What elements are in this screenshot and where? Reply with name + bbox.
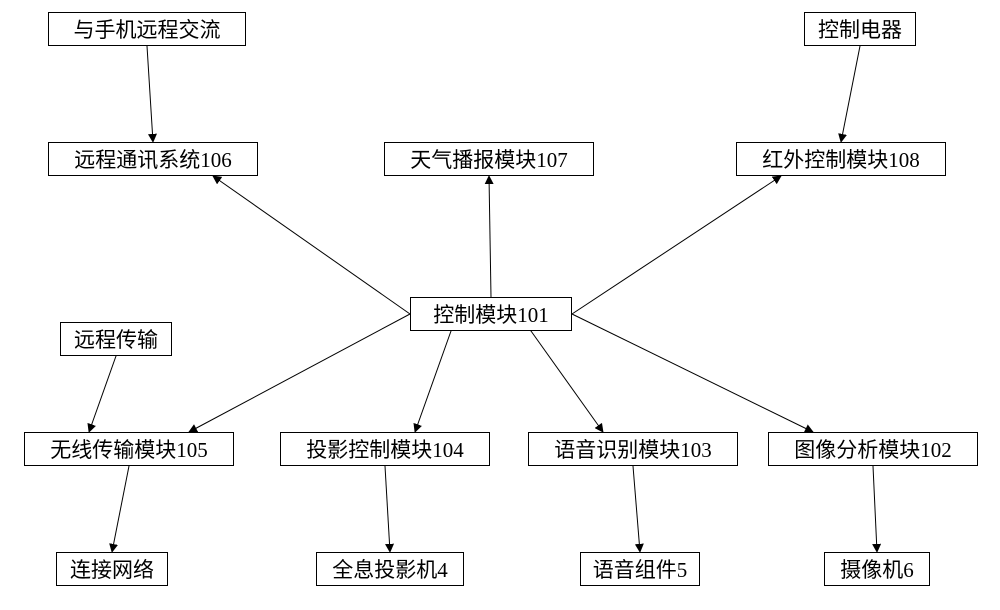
edge-n_wifi-n_connect	[112, 466, 129, 552]
node-n_weather: 天气播报模块107	[384, 142, 594, 176]
edge-n_img_ana-n_camera	[873, 466, 877, 552]
edge-n_remote_tx-n_wifi	[89, 356, 116, 432]
node-label: 与手机远程交流	[74, 14, 221, 44]
system-diagram: 控制模块101 与手机远程交流 控制电器远程通讯系统106 天气播报模块107 红外控制…	[0, 0, 1000, 610]
edge-n_center-n_wifi	[189, 314, 410, 432]
edge-n_appliance-n_ir	[841, 46, 860, 142]
edge-n_center-n_voice_rec	[531, 331, 603, 432]
node-label: 语音识别模块103	[554, 434, 712, 464]
node-label: 图像分析模块102	[794, 434, 952, 464]
node-n_wifi: 无线传输模块105	[24, 432, 234, 466]
node-n_center: 控制模块101	[410, 297, 572, 331]
node-n_voice_comp: 语音组件5	[580, 552, 700, 586]
node-n_remote_sys: 远程通讯系统106	[48, 142, 258, 176]
node-label: 全息投影机4	[332, 554, 448, 584]
node-label: 控制电器	[818, 14, 902, 44]
node-n_remote_tx: 远程传输	[60, 322, 172, 356]
edge-n_center-n_img_ana	[572, 314, 813, 432]
node-label: 语音组件5	[593, 554, 688, 584]
node-n_img_ana: 图像分析模块102	[768, 432, 978, 466]
edge-n_voice_rec-n_voice_comp	[633, 466, 640, 552]
node-n_connect: 连接网络	[56, 552, 168, 586]
node-label: 天气播报模块107	[410, 144, 568, 174]
node-label: 摄像机6	[840, 554, 914, 584]
edge-n_center-n_ir	[572, 176, 781, 314]
node-n_voice_rec: 语音识别模块103	[528, 432, 738, 466]
node-label: 无线传输模块105	[50, 434, 208, 464]
node-label: 投影控制模块104	[306, 434, 464, 464]
edge-n_center-n_remote_sys	[213, 176, 410, 314]
node-n_proj_ctrl: 投影控制模块104	[280, 432, 490, 466]
node-n_holo: 全息投影机4	[316, 552, 464, 586]
node-n_appliance: 控制电器	[804, 12, 916, 46]
edge-n_phone-n_remote_sys	[147, 46, 153, 142]
node-label: 远程通讯系统106	[74, 144, 232, 174]
node-n_ir: 红外控制模块108	[736, 142, 946, 176]
node-label: 远程传输	[74, 324, 158, 354]
node-label: 控制模块101	[433, 299, 549, 329]
node-n_camera: 摄像机6	[824, 552, 930, 586]
node-label: 连接网络	[70, 554, 154, 584]
edge-n_center-n_weather	[489, 176, 491, 297]
node-label: 红外控制模块108	[762, 144, 920, 174]
edge-n_center-n_proj_ctrl	[415, 331, 451, 432]
node-n_phone: 与手机远程交流	[48, 12, 246, 46]
edge-n_proj_ctrl-n_holo	[385, 466, 390, 552]
